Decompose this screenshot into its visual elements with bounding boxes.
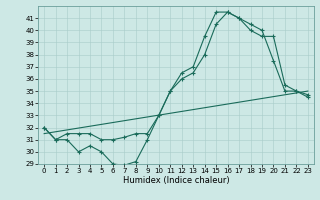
X-axis label: Humidex (Indice chaleur): Humidex (Indice chaleur) — [123, 176, 229, 185]
